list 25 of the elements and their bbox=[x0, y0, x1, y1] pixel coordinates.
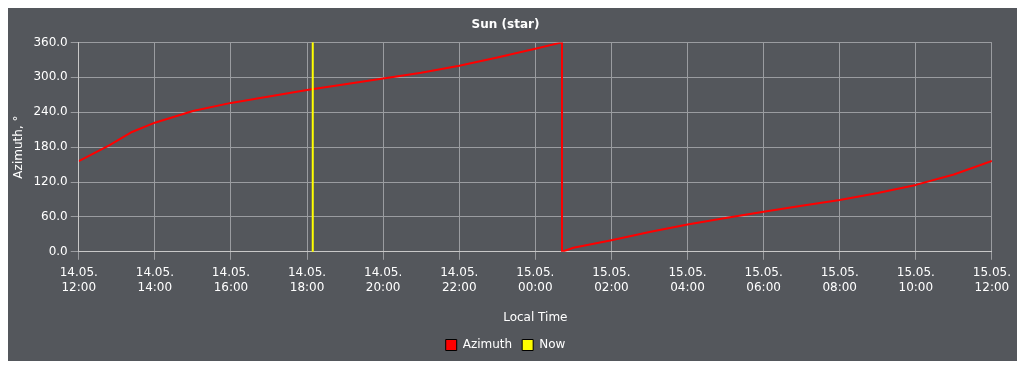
y-tick-label: 360.0 bbox=[33, 34, 68, 49]
x-tick-label: 14.05. 18:00 bbox=[287, 265, 327, 294]
y-tick-label: 240.0 bbox=[33, 104, 68, 119]
y-tick-label: 120.0 bbox=[33, 174, 68, 189]
y-tick-label: 60.0 bbox=[41, 209, 68, 224]
x-tick-label: 15.05. 12:00 bbox=[972, 265, 1011, 294]
x-tick-label: 14.05. 14:00 bbox=[135, 265, 174, 294]
x-tick-label: 14.05. 22:00 bbox=[440, 265, 479, 294]
y-tick-label: 180.0 bbox=[33, 139, 68, 154]
y-tick-label: 300.0 bbox=[33, 69, 68, 84]
y-axis-title: Azimuth, ° bbox=[11, 115, 26, 179]
x-tick-label: 14.05. 16:00 bbox=[211, 265, 251, 294]
x-tick-label: 15.05. 10:00 bbox=[896, 265, 935, 294]
x-tick-label: 14.05. 20:00 bbox=[364, 265, 403, 294]
x-axis-title: Local Time bbox=[503, 309, 568, 324]
legend-label: Azimuth bbox=[462, 337, 513, 352]
x-tick-label: 14.05. 12:00 bbox=[59, 265, 98, 294]
y-tick-label: 0.0 bbox=[48, 243, 68, 258]
x-tick-label: 15.05. 00:00 bbox=[516, 265, 555, 294]
x-tick-label: 15.05. 08:00 bbox=[820, 265, 859, 294]
x-tick-label: 15.05. 02:00 bbox=[592, 265, 631, 294]
chart-title: Sun (star) bbox=[471, 17, 540, 32]
legend-label: Now bbox=[539, 337, 566, 352]
x-tick-label: 15.05. 06:00 bbox=[744, 265, 783, 294]
x-tick-label: 15.05. 04:00 bbox=[668, 265, 707, 294]
